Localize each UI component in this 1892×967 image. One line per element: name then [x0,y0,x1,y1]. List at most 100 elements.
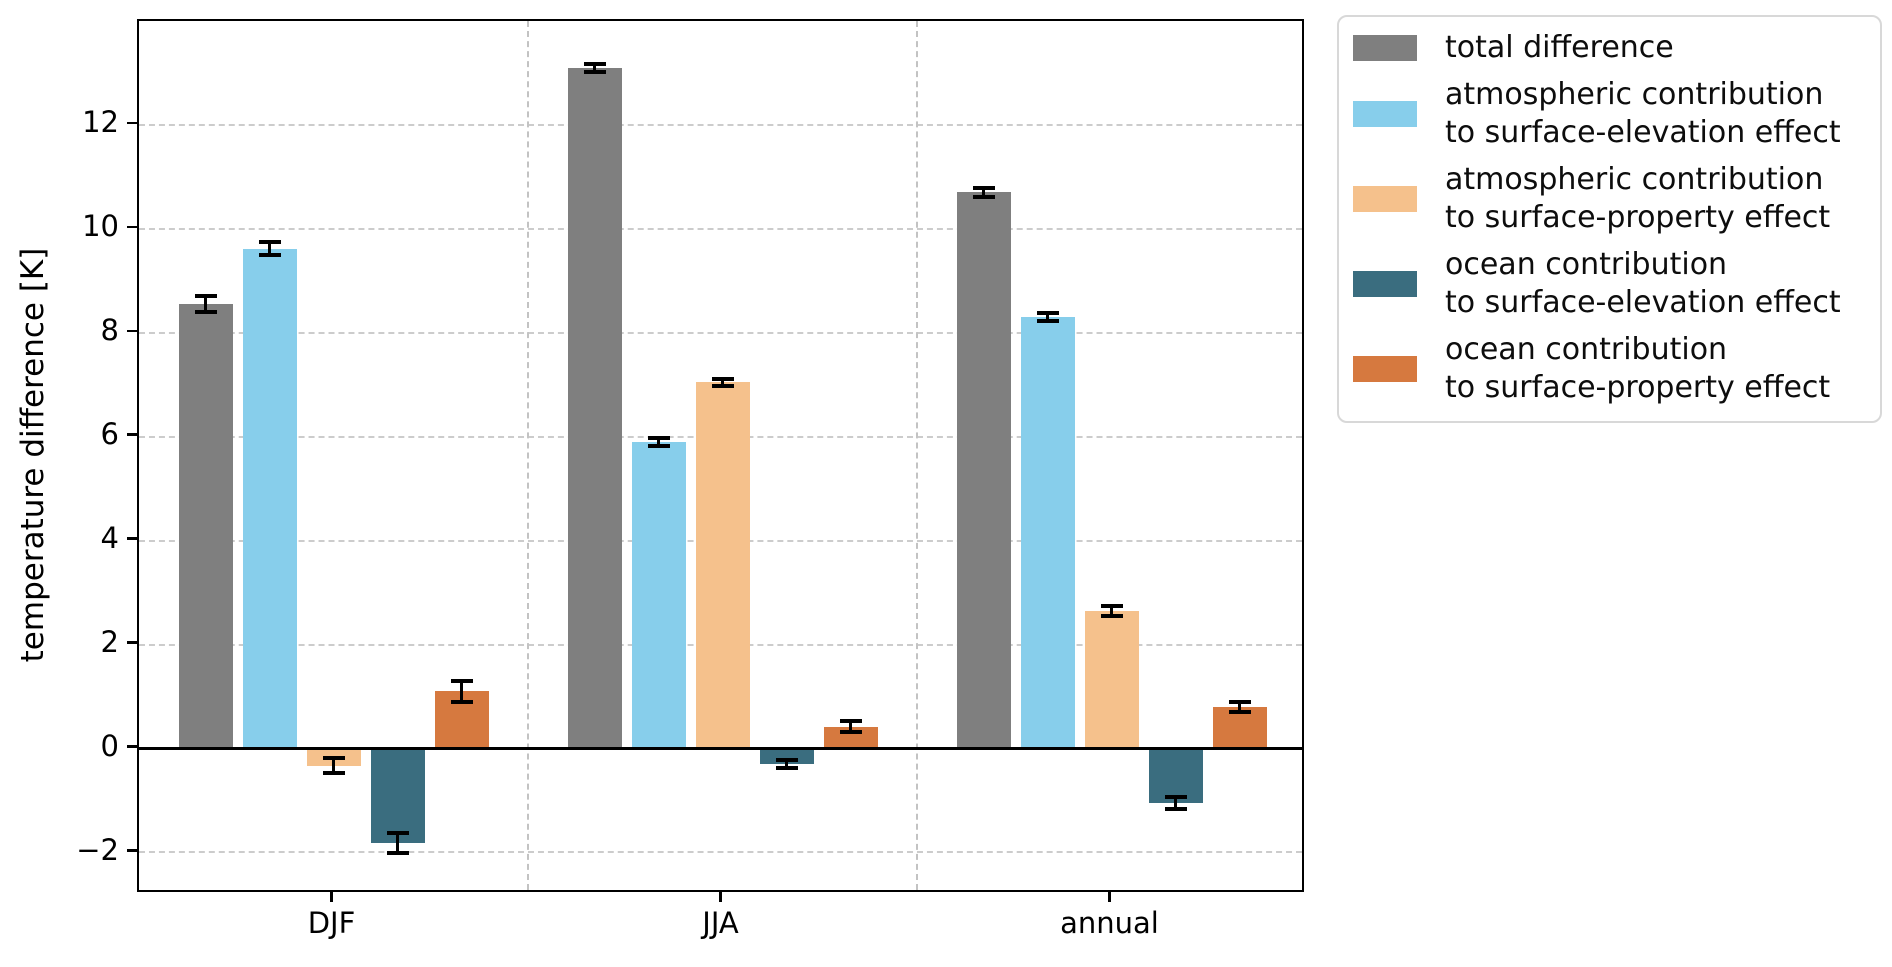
legend-entry: ocean contribution to surface-property e… [1353,331,1864,407]
y-tick-label: 8 [100,313,119,348]
error-bar-stem [785,759,788,769]
error-bar-stem [332,757,335,774]
error-bar-cap-bottom [386,850,409,855]
error-bar-cap-bottom [322,771,345,776]
error-bar-cap-top [386,831,409,836]
grid-line-horizontal [139,123,1302,126]
error-bar-cap-top [1036,311,1059,316]
legend-swatch [1353,101,1417,127]
y-tick-mark [127,329,137,333]
y-tick-label: 0 [100,729,119,763]
legend-label: atmospheric contribution to surface-prop… [1445,162,1831,235]
grid-line-vertical [916,21,918,890]
y-tick-label: 6 [100,417,119,452]
error-bar-stem [1110,605,1113,616]
error-bar-cap-bottom [1100,613,1123,618]
bar-djf-series-3 [370,748,425,844]
y-tick-mark [127,849,137,852]
grid-line-horizontal [139,227,1302,230]
error-bar-cap-bottom [647,443,670,448]
bar-djf-series-0 [178,304,233,749]
y-tick-mark [127,745,137,748]
error-bar-cap-bottom [775,766,798,771]
legend-swatch [1353,271,1417,297]
error-bar-cap-top [194,294,217,299]
error-bar-cap-top [322,755,345,760]
error-bar-stem [1046,313,1049,322]
x-tick-label-jja: JJA [702,906,739,940]
error-bar-stem [204,296,207,312]
error-bar-cap-top [711,376,734,381]
y-tick-label: −2 [76,832,119,867]
x-tick-label-annual: annual [1060,906,1159,940]
legend-label: atmospheric contribution to surface-elev… [1445,77,1841,150]
legend-entry: atmospheric contribution to surface-elev… [1353,76,1864,152]
error-bar-cap-top [1100,603,1123,608]
y-tick-mark [127,537,137,540]
bar-jja-series-0 [567,67,622,749]
y-tick-mark [127,121,137,125]
bar-jja-series-1 [631,441,686,749]
y-tick-mark [127,641,137,644]
error-bar-cap-top [1228,699,1251,704]
legend-entry: atmospheric contribution to surface-prop… [1353,161,1864,237]
error-bar-stem [721,378,724,386]
grid-line-horizontal [139,331,1302,334]
error-bar-cap-top [839,719,862,724]
error-bar-cap-bottom [1228,710,1251,715]
y-tick-label: 10 [82,209,119,244]
legend-entry: total difference [1353,29,1864,67]
error-bar-stem [396,833,399,853]
legend-label: ocean contribution to surface-property e… [1445,332,1831,405]
error-bar-cap-bottom [839,729,862,734]
error-bar-cap-top [583,61,606,66]
error-bar-stem [268,241,271,256]
error-bar-cap-top [775,757,798,762]
bar-jja-series-4 [823,726,878,749]
zero-line [139,747,1302,750]
error-bar-cap-bottom [972,194,995,199]
error-bar-cap-bottom [1036,319,1059,324]
error-bar-cap-bottom [258,253,281,258]
legend-entry: ocean contribution to surface-elevation … [1353,246,1864,322]
x-tick-mark [719,892,722,902]
error-bar-cap-bottom [583,69,606,74]
y-tick-label: 12 [82,105,119,140]
y-tick-mark [127,433,137,436]
bar-annual-series-0 [956,192,1011,749]
bar-annual-series-1 [1020,317,1075,749]
legend-swatch [1353,186,1417,212]
bar-djf-series-1 [242,248,297,749]
error-bar-stem [1238,701,1241,713]
error-bar-stem [657,438,660,446]
bar-annual-series-2 [1084,610,1139,749]
error-bar-cap-top [1164,795,1187,800]
error-bar-cap-top [450,678,473,683]
error-bar-cap-top [647,436,670,441]
x-tick-mark [1108,892,1111,902]
bar-jja-series-2 [695,382,750,749]
error-bar-stem [849,721,852,732]
error-bar-cap-bottom [1164,806,1187,811]
bar-annual-series-3 [1148,748,1203,804]
error-bar-cap-top [258,239,281,244]
error-bar-stem [593,63,596,72]
grid-line-horizontal [139,851,1302,854]
legend: total difference atmospheric contribution… [1337,15,1882,423]
error-bar-stem [1174,797,1177,809]
y-tick-label: 4 [100,521,119,556]
legend-label: total difference [1445,30,1674,65]
y-tick-label: 2 [100,625,119,660]
error-bar-cap-bottom [194,310,217,314]
error-bar-cap-bottom [711,383,734,388]
error-bar-cap-top [972,186,995,191]
x-tick-mark [330,892,333,902]
y-tick-mark [127,225,137,229]
legend-swatch [1353,356,1417,382]
error-bar-cap-bottom [450,699,473,704]
legend-label: ocean contribution to surface-elevation … [1445,247,1841,320]
error-bar-stem [982,188,985,197]
error-bar-stem [460,680,463,702]
y-axis-label: temperature difference [K] [15,247,51,663]
